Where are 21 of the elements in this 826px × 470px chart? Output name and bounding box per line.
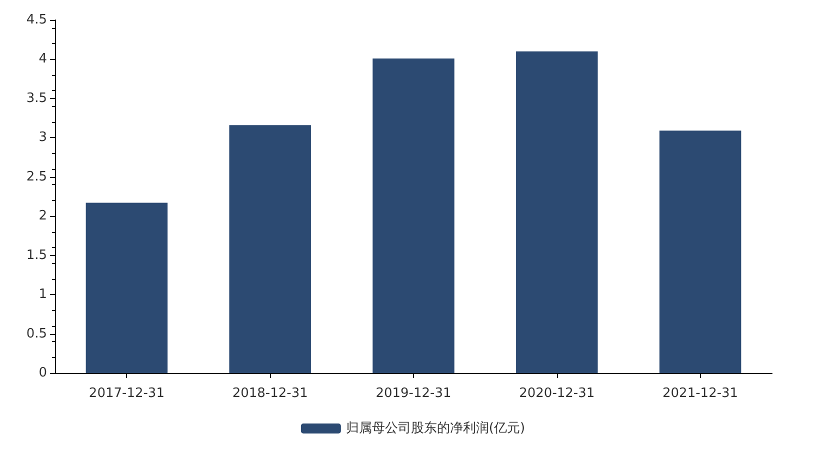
bar: [659, 130, 742, 373]
y-tick-label: 2.5: [26, 169, 47, 184]
legend-label: 归属母公司股东的净利润(亿元): [346, 421, 526, 436]
bar: [516, 51, 598, 373]
y-tick-label: 1.5: [26, 248, 47, 263]
bar: [372, 58, 454, 373]
x-tick-label: 2021-12-31: [662, 386, 738, 401]
x-tick-label: 2018-12-31: [232, 386, 308, 401]
bar: [229, 125, 311, 373]
y-tick-label: 0.5: [26, 326, 47, 342]
x-tick-label: 2017-12-31: [88, 386, 164, 401]
y-tick-label: 3: [38, 130, 47, 146]
y-tick-label: 4.5: [26, 12, 47, 28]
x-tick-label: 2020-12-31: [519, 386, 595, 401]
y-tick-label: 1: [38, 287, 47, 302]
y-tick-label: 0: [38, 366, 47, 380]
y-tick-label: 3.5: [26, 90, 47, 106]
x-tick-label: 2019-12-31: [376, 386, 452, 401]
y-tick-label: 4: [38, 52, 47, 67]
bar: [86, 202, 168, 373]
y-tick-label: 2: [38, 208, 47, 224]
